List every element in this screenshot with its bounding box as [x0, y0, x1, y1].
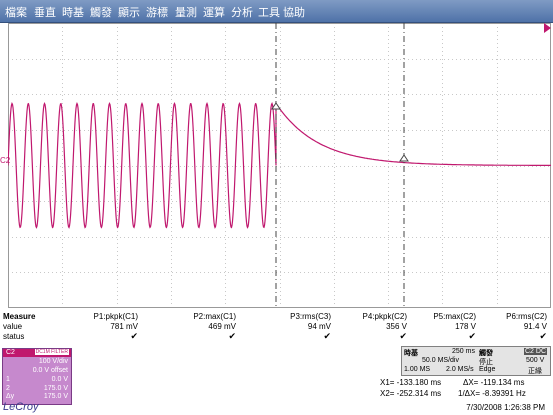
lecroy-logo: LeCroy	[3, 401, 39, 413]
menu-timebase[interactable]: 時基	[62, 7, 84, 19]
channel-c2-trace	[7, 101, 551, 229]
timebase-rate: 50.0 MS/div	[422, 357, 459, 364]
measure-title: Measure	[3, 312, 36, 321]
trigger-level-marker-icon	[544, 23, 551, 33]
channel-row-label: 1	[6, 376, 10, 383]
cursor-inv-dx-readout: 1/ΔX= -8.39391 Hz	[458, 389, 526, 398]
cursor-2-marker-icon[interactable]	[399, 154, 409, 162]
timestamp: 7/30/2008 1:26:38 PM	[466, 403, 545, 412]
channel-marker: C2	[0, 156, 11, 165]
cursor-x1-readout: X1= -133.180 ms	[380, 378, 442, 387]
menu-tools[interactable]: 工具	[258, 7, 280, 19]
timebase-sample-rate: 2.0 MS/s	[446, 366, 474, 373]
channel-name: C2	[6, 349, 15, 356]
trigger-state: 停止	[479, 359, 493, 366]
measure-param-value: 469 mV	[208, 322, 236, 331]
menu-analysis[interactable]: 分析	[231, 7, 253, 19]
measure-param-name[interactable]: P1:pkpk(C1)	[93, 312, 138, 321]
measure-param-name[interactable]: P4:pkpk(C2)	[362, 312, 407, 321]
cursor-2-value: 175.0 V	[43, 385, 68, 392]
menu-help[interactable]: 協助	[283, 7, 305, 19]
trigger-label: 觸發	[479, 350, 493, 357]
trigger-source-badge: C2 DC	[524, 348, 548, 355]
channel-vdiv: 100 V/div	[38, 358, 68, 365]
trigger-type: Edge	[479, 366, 496, 373]
status-check-icon: ✔	[399, 331, 407, 341]
channel-row-label: 2	[6, 385, 10, 392]
measure-param-value: 178 V	[455, 322, 476, 331]
menu-file[interactable]: 檔案	[5, 7, 27, 19]
channel-descriptor-box[interactable]: C2 DC1M FILTER 100 V/div 0.0 V offset 1 0…	[2, 348, 72, 405]
timebase-trigger-box[interactable]: 時基 250 ms 50.0 MS/div 1.00 MS 2.0 MS/s 觸…	[401, 346, 551, 376]
trigger-level: 500 V	[526, 357, 545, 364]
timebase-samples: 1.00 MS	[404, 366, 431, 373]
cursor-dx-readout: ΔX= -119.134 ms	[463, 378, 525, 387]
status-check-icon: ✔	[468, 331, 476, 341]
measure-param-name[interactable]: P2:max(C1)	[193, 312, 236, 321]
cursor-x2-readout: X2= -252.314 ms	[380, 389, 442, 398]
measure-table: Measure value status P1:pkpk(C1) 781 mV …	[0, 310, 553, 346]
measure-param-name[interactable]: P6:rms(C2)	[506, 312, 547, 321]
measure-param-value: 91.4 V	[523, 322, 547, 331]
channel-coupling-badge: DC1M FILTER	[34, 349, 69, 355]
status-check-icon: ✔	[323, 331, 331, 341]
trigger-slope: 正緣	[528, 368, 542, 375]
menu-vertical[interactable]: 垂直	[34, 7, 56, 19]
menu-math[interactable]: 運算	[203, 7, 225, 19]
measure-param-value: 356 V	[386, 322, 407, 331]
cursor-delta-value: 175.0 V	[43, 393, 68, 400]
menu-cursors[interactable]: 游標	[146, 7, 168, 19]
timebase-label: 時基	[404, 350, 418, 357]
measure-param-value: 94 mV	[307, 322, 331, 331]
measure-row-value: value	[3, 322, 23, 331]
menu-trigger[interactable]: 觸發	[90, 7, 112, 19]
timebase-value: 250 ms	[452, 348, 475, 355]
waveform-display[interactable]	[7, 23, 552, 309]
menu-display[interactable]: 顯示	[118, 7, 140, 19]
measure-param-name[interactable]: P5:max(C2)	[433, 312, 476, 321]
cursor-1-marker-icon[interactable]	[271, 102, 281, 110]
channel-header: C2 DC1M FILTER	[3, 349, 71, 357]
menu-bar: 檔案 垂直 時基 觸發 顯示 游標 量測 運算 分析 工具 協助	[0, 0, 553, 23]
status-check-icon: ✔	[130, 331, 138, 341]
measure-param-name[interactable]: P3:rms(C3)	[290, 312, 331, 321]
channel-offset: 0.0 V offset	[32, 367, 68, 374]
channel-row-label: Δy	[6, 393, 15, 400]
cursor-1-value: 0.0 V	[51, 376, 68, 383]
menu-measure[interactable]: 量測	[175, 7, 197, 19]
measure-row-status: status	[3, 332, 25, 341]
status-check-icon: ✔	[539, 331, 547, 341]
measure-param-value: 781 mV	[110, 322, 138, 331]
status-check-icon: ✔	[228, 331, 236, 341]
waveform-svg	[7, 23, 552, 309]
